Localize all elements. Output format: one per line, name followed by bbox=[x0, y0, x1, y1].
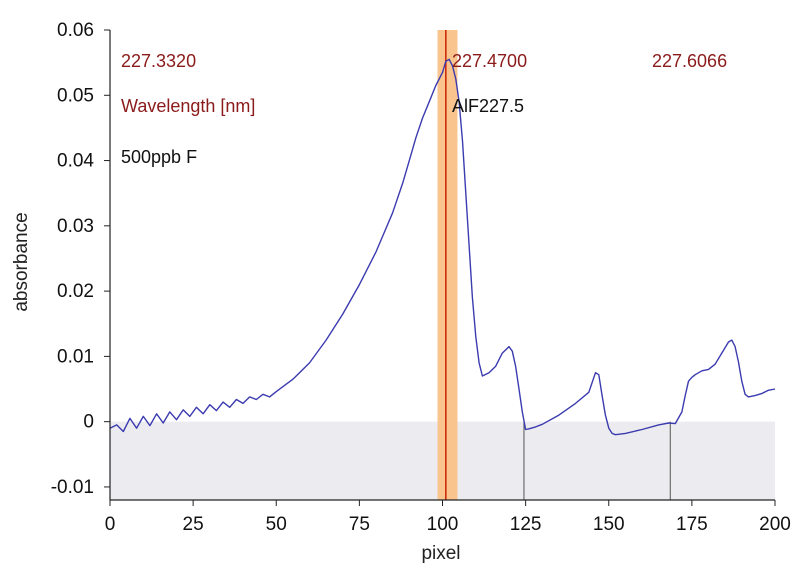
sample-label: 500ppb F bbox=[121, 147, 197, 167]
y-axis-label: absorbance bbox=[11, 212, 32, 311]
x-tick-label: 0 bbox=[105, 514, 116, 535]
y-tick-label: -0.01 bbox=[51, 477, 94, 498]
x-tick-label: 175 bbox=[676, 514, 708, 535]
line-label: AlF227.5 bbox=[452, 96, 524, 116]
highlight-band-layer bbox=[437, 30, 458, 500]
absorbance-series-line bbox=[109, 58, 776, 436]
series-layer bbox=[109, 58, 776, 436]
y-tick-label: 0.02 bbox=[57, 281, 94, 302]
marker-lines-layer bbox=[445, 30, 671, 500]
x-tick-label: 75 bbox=[349, 514, 370, 535]
wavelength-right-label: 227.6066 bbox=[652, 51, 727, 71]
x-tick-label: 125 bbox=[510, 514, 542, 535]
y-tick-label: 0.03 bbox=[57, 216, 94, 237]
wavelength-center-label: 227.4700 bbox=[452, 51, 527, 71]
axes-layer bbox=[104, 29, 776, 506]
y-tick-labels: -0.01 0 0.01 0.02 0.03 0.04 0.05 0.06 bbox=[51, 20, 95, 498]
wavelength-left-label: 227.3320 bbox=[121, 51, 196, 71]
x-tick-label: 200 bbox=[759, 514, 791, 535]
y-tick-label: 0.06 bbox=[57, 20, 94, 41]
x-tick-labels: 0 25 50 75 100 125 150 175 200 bbox=[105, 514, 791, 535]
x-tick-label: 50 bbox=[266, 514, 287, 535]
x-tick-label: 25 bbox=[183, 514, 204, 535]
y-tick-label: 0.01 bbox=[57, 346, 94, 367]
y-tick-label: 0.04 bbox=[57, 151, 94, 172]
x-tick-label: 100 bbox=[427, 514, 459, 535]
y-tick-label: 0.05 bbox=[57, 85, 94, 106]
highlight-band bbox=[437, 30, 458, 500]
y-tick-label: 0 bbox=[83, 412, 94, 433]
x-axis-label: pixel bbox=[421, 543, 460, 564]
x-tick-label: 150 bbox=[593, 514, 625, 535]
wavelength-unit-label: Wavelength [nm] bbox=[121, 96, 255, 116]
